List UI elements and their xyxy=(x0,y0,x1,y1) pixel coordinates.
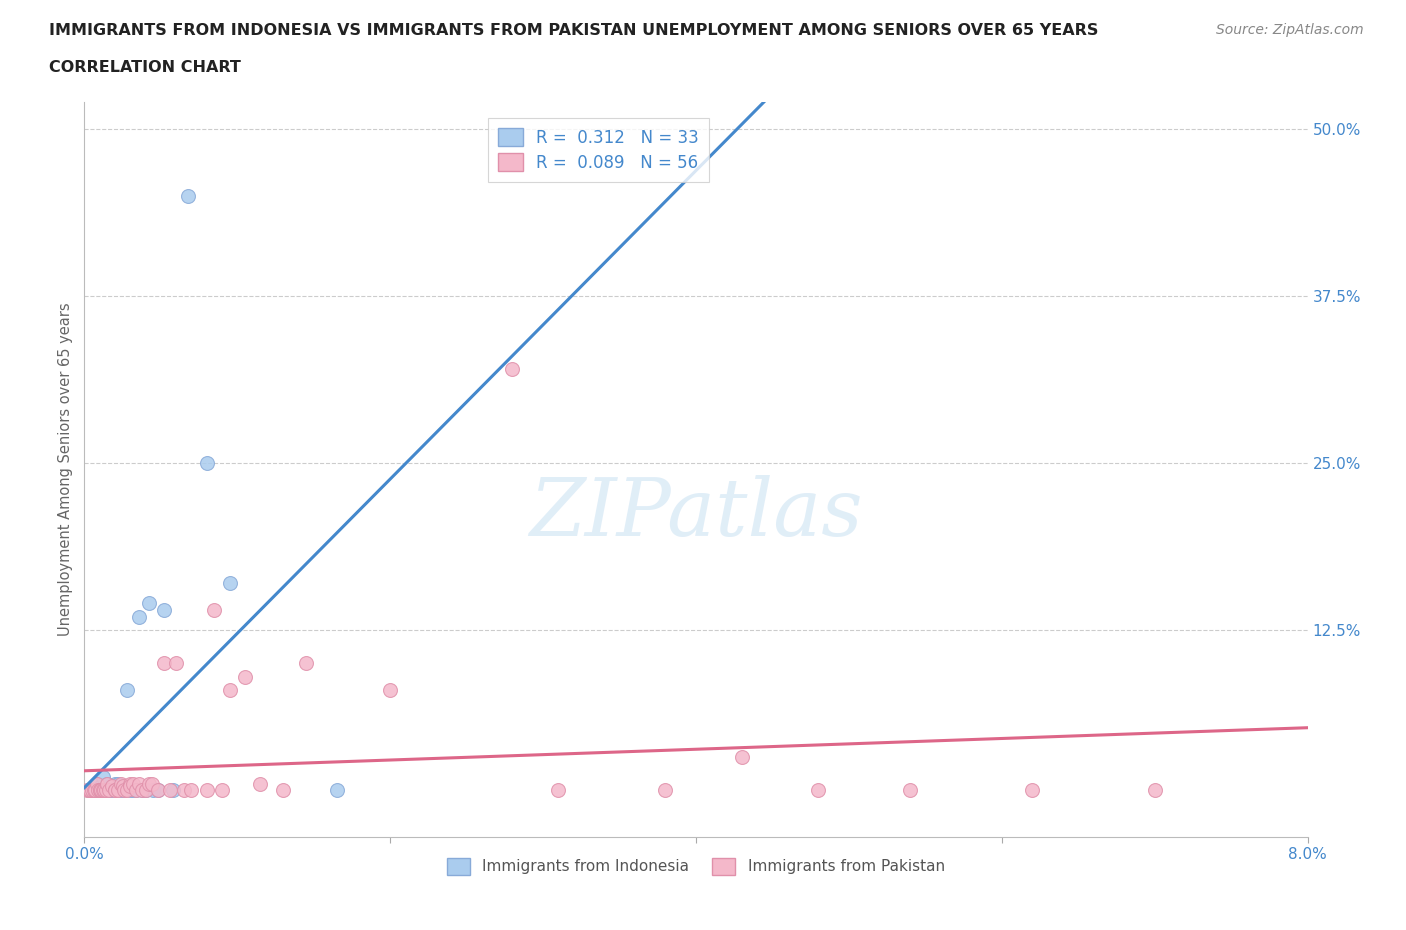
Point xyxy=(79,783,101,798)
Point xyxy=(86,777,108,791)
Point xyxy=(502,362,524,377)
Text: Source: ZipAtlas.com: Source: ZipAtlas.com xyxy=(1216,23,1364,37)
Point xyxy=(295,656,318,671)
Point xyxy=(96,777,118,791)
Point xyxy=(128,609,150,624)
Point xyxy=(83,783,105,798)
Point xyxy=(325,783,347,798)
Point xyxy=(1021,783,1043,798)
Point xyxy=(107,783,129,798)
Point xyxy=(135,783,157,798)
Point xyxy=(89,783,111,798)
Point xyxy=(202,603,225,618)
Point xyxy=(135,783,157,798)
Point xyxy=(107,777,129,791)
Point xyxy=(104,777,127,791)
Point xyxy=(83,783,105,798)
Point xyxy=(77,783,100,798)
Text: ZIPatlas: ZIPatlas xyxy=(529,475,863,552)
Point xyxy=(173,783,195,798)
Point xyxy=(146,783,169,798)
Text: CORRELATION CHART: CORRELATION CHART xyxy=(49,60,240,75)
Point xyxy=(218,683,240,698)
Point xyxy=(104,783,127,798)
Point xyxy=(180,783,202,798)
Point xyxy=(547,783,569,798)
Point xyxy=(211,783,233,798)
Point xyxy=(93,783,115,798)
Point xyxy=(76,783,98,798)
Point xyxy=(115,783,138,798)
Point xyxy=(97,783,120,798)
Point xyxy=(112,783,135,798)
Point xyxy=(165,656,187,671)
Legend: Immigrants from Indonesia, Immigrants from Pakistan: Immigrants from Indonesia, Immigrants fr… xyxy=(441,852,950,881)
Point xyxy=(195,456,218,471)
Point xyxy=(104,783,127,798)
Point xyxy=(89,783,111,798)
Point xyxy=(91,769,114,784)
Point xyxy=(218,576,240,591)
Point xyxy=(131,783,153,798)
Point xyxy=(120,777,142,791)
Point xyxy=(731,750,754,764)
Point xyxy=(111,778,134,793)
Point xyxy=(177,189,200,204)
Point xyxy=(153,656,176,671)
Point xyxy=(1143,783,1166,798)
Point xyxy=(122,783,145,798)
Point xyxy=(87,783,110,798)
Point xyxy=(80,783,103,798)
Point xyxy=(101,778,124,793)
Text: IMMIGRANTS FROM INDONESIA VS IMMIGRANTS FROM PAKISTAN UNEMPLOYMENT AMONG SENIORS: IMMIGRANTS FROM INDONESIA VS IMMIGRANTS … xyxy=(49,23,1098,38)
Point xyxy=(90,783,112,798)
Point xyxy=(89,783,111,798)
Point xyxy=(380,683,402,698)
Point xyxy=(125,783,148,798)
Point xyxy=(94,783,117,798)
Point xyxy=(159,783,181,798)
Point xyxy=(898,783,921,798)
Point xyxy=(93,783,115,798)
Point xyxy=(115,683,138,698)
Point xyxy=(112,783,135,798)
Point xyxy=(249,777,271,791)
Point xyxy=(141,777,163,791)
Point xyxy=(120,778,142,793)
Point xyxy=(271,783,294,798)
Point xyxy=(90,778,112,793)
Point xyxy=(125,783,148,798)
Point xyxy=(84,783,107,798)
Point xyxy=(138,596,160,611)
Point xyxy=(162,783,184,798)
Point xyxy=(96,777,118,791)
Point xyxy=(233,670,256,684)
Point xyxy=(122,777,145,791)
Point xyxy=(110,783,132,798)
Point xyxy=(128,777,150,791)
Point xyxy=(138,777,160,791)
Point xyxy=(146,783,169,798)
Point xyxy=(131,783,153,798)
Point xyxy=(86,777,108,791)
Point xyxy=(654,783,676,798)
Y-axis label: Unemployment Among Seniors over 65 years: Unemployment Among Seniors over 65 years xyxy=(58,303,73,636)
Point xyxy=(94,778,117,793)
Point xyxy=(153,603,176,618)
Point xyxy=(77,783,100,798)
Point xyxy=(120,783,142,798)
Point xyxy=(80,783,103,798)
Point xyxy=(807,783,830,798)
Point xyxy=(91,783,114,798)
Point xyxy=(87,783,110,798)
Point xyxy=(97,783,120,798)
Point xyxy=(142,783,165,798)
Point xyxy=(101,783,124,798)
Point xyxy=(110,777,132,791)
Point xyxy=(195,783,218,798)
